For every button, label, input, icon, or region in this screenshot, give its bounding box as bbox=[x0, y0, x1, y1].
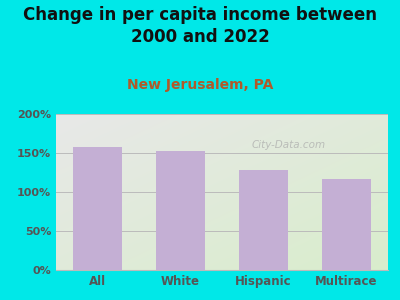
Text: Change in per capita income between
2000 and 2022: Change in per capita income between 2000… bbox=[23, 6, 377, 46]
Text: New Jerusalem, PA: New Jerusalem, PA bbox=[127, 78, 273, 92]
Bar bbox=[322, 179, 372, 270]
Bar bbox=[73, 147, 122, 270]
Bar bbox=[156, 152, 206, 270]
Text: City-Data.com: City-Data.com bbox=[251, 140, 326, 150]
Bar bbox=[238, 170, 288, 270]
